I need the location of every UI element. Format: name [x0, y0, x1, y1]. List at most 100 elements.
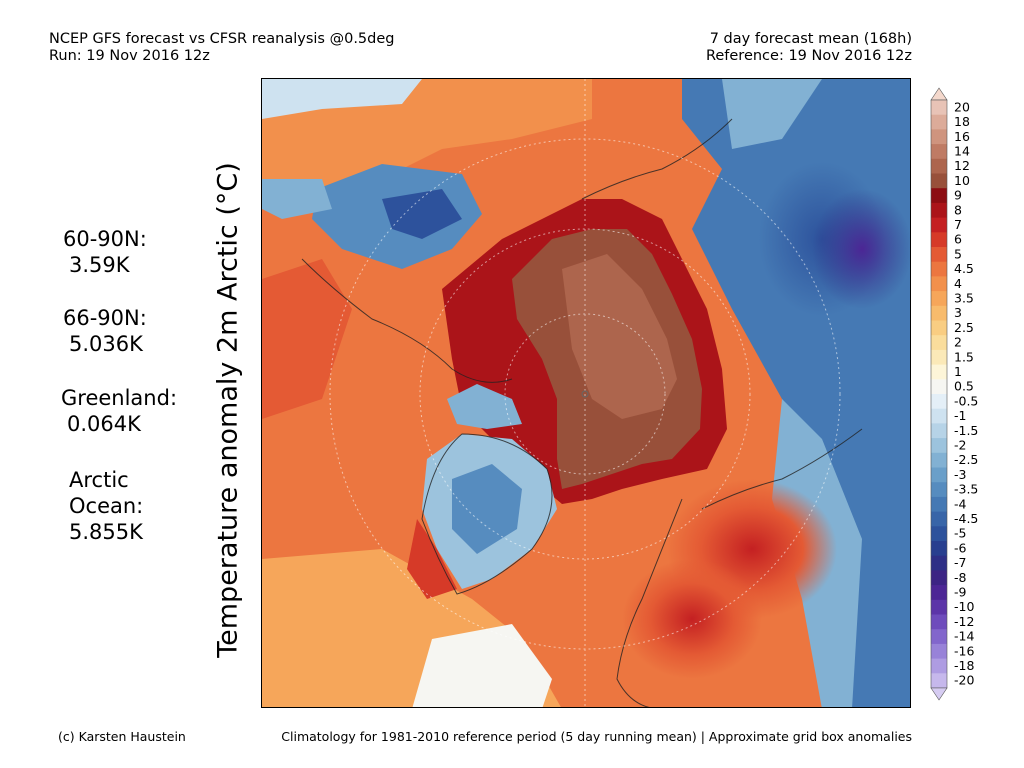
stat-arctic-ocean-label-2: Ocean: [69, 494, 144, 518]
colorbar-swatch [931, 541, 947, 557]
colorbar-tick-label: -7 [954, 555, 966, 570]
colorbar-tick-label: -3 [954, 467, 966, 482]
colorbar-swatch [931, 320, 947, 336]
north-pole-marker [581, 390, 589, 398]
chukotka-coastline [581, 118, 733, 200]
anomaly-map [261, 78, 911, 708]
copyright: (c) Karsten Haustein [58, 729, 186, 744]
model-title: NCEP GFS forecast vs CFSR reanalysis @0.… [49, 31, 395, 47]
colorbar-swatch [931, 394, 947, 410]
colorbar-tick-label: 2 [954, 335, 962, 350]
norway-coastline [616, 498, 683, 707]
colorbar-swatch [931, 614, 947, 630]
header-left: NCEP GFS forecast vs CFSR reanalysis @0.… [49, 31, 394, 65]
colorbar-swatch [931, 173, 947, 189]
stat-arctic-ocean: Arctic Ocean: 5.855K [69, 467, 143, 545]
forecast-period: 7 day forecast mean (168h) [709, 31, 912, 47]
stat-60-90n-value: 3.59K [69, 253, 130, 277]
greenland-coastline [421, 433, 553, 595]
colorbar-tick-label: -4 [954, 496, 967, 511]
stat-greenland-label: Greenland: [61, 386, 178, 410]
arctic-hot-inner [562, 254, 677, 419]
stat-greenland-value: 0.064K [67, 412, 141, 436]
anomaly-map-svg [262, 79, 910, 707]
colorbar-swatch [931, 247, 947, 263]
colorbar: 20 18 16 14 12 10 9 8 7 6 5 4.5 4 3.5 3 2.5 2 1.5 1 0.5 -0.5… [929, 86, 1015, 702]
colorbar-swatch [931, 217, 947, 233]
colorbar-swatch [931, 423, 947, 439]
stat-66-90n: 66-90N: 5.036K [63, 305, 147, 357]
colorbar-tick-label: -12 [954, 614, 974, 629]
colorbar-tick-label: -14 [954, 629, 974, 644]
coastlines [301, 118, 863, 707]
colorbar-swatch [931, 261, 947, 277]
colorbar-tick-label: 2.5 [954, 320, 974, 335]
north-america-coastline [301, 258, 513, 383]
colorbar-swatch [931, 232, 947, 248]
greenland-cold-core [452, 464, 522, 554]
colorbar-swatch [931, 408, 947, 424]
colorbar-swatch [931, 305, 947, 321]
colorbar-tick-label: -16 [954, 643, 974, 658]
colorbar-tick-label: -1.5 [954, 423, 978, 438]
archipelago-cool-region [447, 384, 522, 429]
colorbar-swatch [931, 570, 947, 586]
colorbar-swatch [931, 364, 947, 380]
colorbar-tick-label: 4.5 [954, 261, 974, 276]
colorbar-swatch [931, 158, 947, 174]
top-left-cool-patch [262, 79, 422, 119]
y-axis-label: Temperature anomaly 2m Arctic (°C) [212, 162, 244, 658]
colorbar-svg: 201816141210987654.543.532.521.510.5-0.5… [930, 87, 978, 701]
latitude-circle-60 [329, 138, 841, 650]
yukon-cool-patch [262, 179, 332, 219]
colorbar-swatch [931, 100, 947, 116]
stat-greenland: Greenland: 0.064K [61, 385, 177, 437]
colorbar-swatch [931, 467, 947, 483]
colorbar-swatch [931, 452, 947, 468]
colorbar-swatch [931, 379, 947, 395]
colorbar-tick-label: 8 [954, 202, 962, 217]
colorbar-swatch [931, 188, 947, 204]
reference-time: Reference: 19 Nov 2016 12z [705, 48, 912, 64]
colorbar-swatch [931, 599, 947, 615]
colorbar-tick-label: -5 [954, 526, 966, 541]
colorbar-swatch [931, 335, 947, 351]
atlantic-neutral-patch [412, 624, 552, 707]
colorbar-tick-label: 14 [954, 143, 970, 158]
colorbar-tick-label: -10 [954, 599, 974, 614]
colorbar-tick-label: 20 [954, 99, 970, 114]
colorbar-tick-label: -0.5 [954, 393, 978, 408]
colorbar-tick-label: 9 [954, 188, 962, 203]
colorbar-swatch [931, 658, 947, 674]
colorbar-swatch [931, 643, 947, 659]
colorbar-swatch [931, 526, 947, 542]
colorbar-tick-label: -9 [954, 584, 967, 599]
colorbar-tick-label: 10 [954, 173, 970, 188]
colorbar-tick-label: -6 [954, 540, 967, 555]
colorbar-swatch [931, 482, 947, 498]
colorbar-tick-label: -20 [954, 673, 974, 688]
colorbar-tick-label: 4 [954, 276, 962, 291]
colorbar-tick-label: -8 [954, 570, 967, 585]
colorbar-tick-label: 6 [954, 232, 962, 247]
russia-coastline [701, 428, 863, 510]
colorbar-tick-label: 0.5 [954, 379, 974, 394]
colorbar-tick-label: 3 [954, 305, 962, 320]
stat-66-90n-value: 5.036K [69, 332, 143, 356]
colorbar-tick-label: 1 [954, 364, 962, 379]
colorbar-tick-label: 1.5 [954, 349, 974, 364]
colorbar-tick-label: -2 [954, 437, 966, 452]
colorbar-swatch [931, 585, 947, 601]
latitude-circle-80 [504, 313, 666, 475]
alaska-red-region [262, 259, 352, 419]
colorbar-tick-label: -3.5 [954, 482, 978, 497]
colorbar-bottom-arrow [930, 687, 948, 701]
run-time: Run: 19 Nov 2016 12z [49, 48, 210, 64]
colorbar-swatch [931, 202, 947, 218]
latitude-circle-70 [419, 228, 751, 560]
colorbar-swatch [931, 511, 947, 527]
colorbar-tick-label: 18 [954, 114, 970, 129]
stat-60-90n-label: 60-90N: [63, 227, 147, 251]
climatology-note: Climatology for 1981-2010 reference peri… [281, 729, 912, 744]
colorbar-tick-label: -4.5 [954, 511, 978, 526]
